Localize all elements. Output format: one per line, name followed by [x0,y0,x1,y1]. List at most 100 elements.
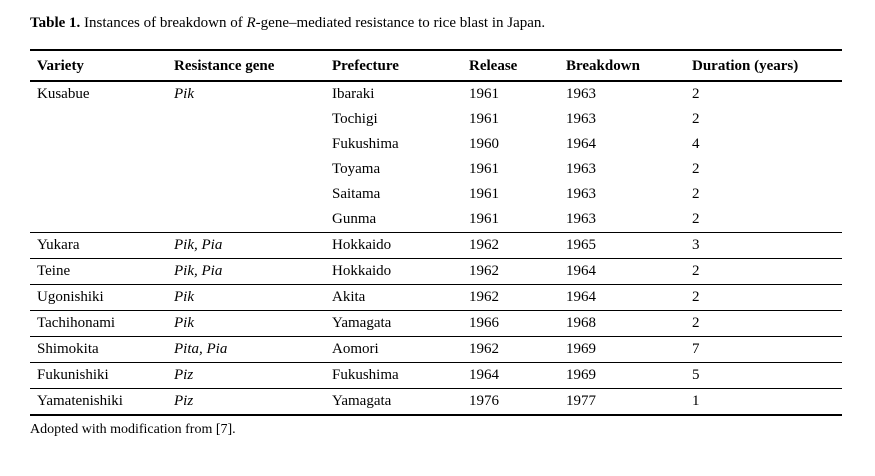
cell-variety: Ugonishiki [37,289,104,305]
column-header-resistance-gene: Resistance gene [174,58,275,74]
cell-resistance-gene [167,207,325,233]
cell-prefecture: Fukushima [332,367,399,383]
cell-breakdown: 1969 [566,367,596,383]
table-footnote: Adopted with modification from [7]. [30,422,236,437]
cell-resistance-gene: Piz [174,393,194,409]
table-row: Saitama 1961 1963 2 [30,182,842,207]
cell-prefecture: Aomori [332,341,379,357]
cell-variety [30,182,167,207]
table-row: Toyama 1961 1963 2 [30,157,842,182]
cell-release: 1961 [469,86,499,102]
cell-release: 1962 [469,289,499,305]
cell-duration: 2 [692,263,700,279]
header-row: Variety Resistance gene Prefecture Release B… [30,50,842,81]
cell-release: 1962 [469,237,499,253]
column-header-release: Release [469,58,518,74]
cell-resistance-gene [167,107,325,132]
cell-resistance-gene [167,132,325,157]
cell-variety: Shimokita [37,341,99,357]
table-caption: Table 1. Instances of breakdown of R-gen… [30,13,844,33]
cell-prefecture: Akita [332,289,366,305]
column-header-variety: Variety [37,58,84,74]
cell-release: 1962 [469,341,499,357]
table-row: Shimokita Pita, Pia Aomori 1962 1969 7 [30,337,842,363]
cell-duration: 2 [692,211,700,227]
cell-release: 1961 [469,186,499,202]
cell-resistance-gene: Pik [174,86,194,102]
cell-release: 1961 [469,161,499,177]
cell-breakdown: 1968 [566,315,596,331]
table-row: Kusabue Pik Ibaraki 1961 1963 2 [30,81,842,107]
cell-prefecture: Saitama [332,186,381,202]
resistance-breakdown-table: Variety Resistance gene Prefecture Release B… [30,49,842,416]
cell-duration: 2 [692,161,700,177]
cell-breakdown: 1964 [566,289,596,305]
cell-breakdown: 1963 [566,211,596,227]
cell-breakdown: 1963 [566,161,596,177]
cell-duration: 5 [692,367,700,383]
cell-release: 1966 [469,315,499,331]
table-row: Fukunishiki Piz Fukushima 1964 1969 5 [30,363,842,389]
cell-resistance-gene [167,157,325,182]
column-header-duration-years: Duration (years) [692,58,799,74]
cell-prefecture: Tochigi [332,111,378,127]
gene-symbol: R [246,15,256,31]
table-row: Tochigi 1961 1963 2 [30,107,842,132]
cell-resistance-gene: Pita, Pia [174,341,228,357]
caption-text-before-gene: Instances of breakdown of [80,15,247,31]
cell-release: 1961 [469,111,499,127]
cell-duration: 2 [692,86,700,102]
cell-release: 1976 [469,393,499,409]
cell-breakdown: 1964 [566,263,596,279]
cell-prefecture: Yamagata [332,315,392,331]
table-row: Yamatenishiki Piz Yamagata 1976 1977 1 [30,389,842,415]
cell-duration: 2 [692,315,700,331]
cell-prefecture: Fukushima [332,136,399,152]
cell-breakdown: 1963 [566,186,596,202]
cell-resistance-gene: Piz [174,367,194,383]
cell-variety: Yukara [37,237,80,253]
cell-resistance-gene: Pik [174,315,194,331]
cell-release: 1961 [469,211,499,227]
cell-resistance-gene [167,182,325,207]
table-row: Fukushima 1960 1964 4 [30,132,842,157]
cell-duration: 2 [692,111,700,127]
cell-variety [30,207,167,233]
cell-breakdown: 1969 [566,341,596,357]
cell-duration: 2 [692,186,700,202]
cell-variety: Kusabue [37,86,90,102]
cell-prefecture: Hokkaido [332,263,392,279]
cell-release: 1962 [469,263,499,279]
cell-variety [30,157,167,182]
cell-variety [30,107,167,132]
cell-prefecture: Hokkaido [332,237,392,253]
cell-breakdown: 1963 [566,111,596,127]
table-row: Ugonishiki Pik Akita 1962 1964 2 [30,285,842,311]
table-caption-label: Table 1. [30,15,81,31]
cell-duration: 2 [692,289,700,305]
cell-variety [30,132,167,157]
cell-prefecture: Toyama [332,161,381,177]
cell-duration: 1 [692,393,700,409]
cell-duration: 7 [692,341,700,357]
cell-release: 1960 [469,136,499,152]
table-body: Kusabue Pik Ibaraki 1961 1963 2 Tochigi 1961 196… [30,81,842,415]
cell-release: 1964 [469,367,499,383]
table-row: Tachihonami Pik Yamagata 1966 1968 2 [30,311,842,337]
column-header-prefecture: Prefecture [332,58,399,74]
cell-breakdown: 1964 [566,136,596,152]
cell-breakdown: 1963 [566,86,596,102]
table-row: Gunma 1961 1963 2 [30,207,842,233]
caption-text-after-gene: -gene–mediated resistance to rice blast … [255,15,546,31]
cell-prefecture: Yamagata [332,393,392,409]
cell-prefecture: Gunma [332,211,377,227]
cell-resistance-gene: Pik, Pia [174,263,223,279]
cell-resistance-gene: Pik [174,289,194,305]
cell-duration: 3 [692,237,700,253]
cell-variety: Teine [37,263,71,279]
cell-breakdown: 1977 [566,393,596,409]
cell-duration: 4 [692,136,700,152]
cell-breakdown: 1965 [566,237,596,253]
cell-prefecture: Ibaraki [332,86,375,102]
